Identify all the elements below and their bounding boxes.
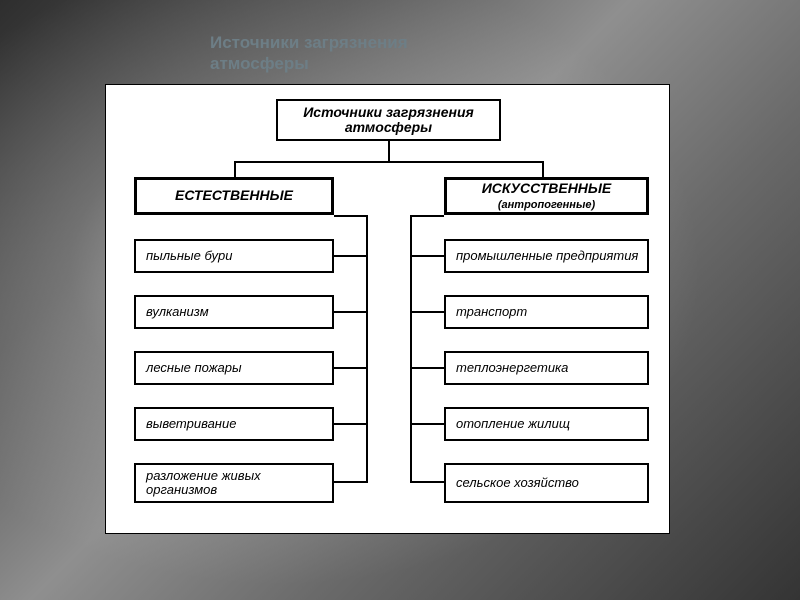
connector [410,255,444,257]
connector [334,481,368,483]
connector [334,423,368,425]
leaf-artificial-2: транспорт [444,295,649,329]
connector [410,215,444,217]
root-node: Источники загрязнения атмосферы [276,99,501,141]
slide-title: Источники загрязнения атмосферы [210,32,490,75]
connector [388,141,390,161]
leaf-natural-4: выветривание [134,407,334,441]
leaf-natural-2: вулканизм [134,295,334,329]
leaf-natural-1: пыльные бури [134,239,334,273]
connector [410,367,444,369]
connector [542,161,544,177]
leaf-artificial-3: теплоэнергетика [444,351,649,385]
connector [334,311,368,313]
connector [334,255,368,257]
category-natural-label: ЕСТЕСТВЕННЫЕ [175,188,293,203]
leaf-artificial-5: сельское хозяйство [444,463,649,503]
connector [234,161,236,177]
connector [334,215,368,217]
connector [410,423,444,425]
category-artificial-label: ИСКУССТВЕННЫЕ [482,180,612,196]
category-natural: ЕСТЕСТВЕННЫЕ [134,177,334,215]
leaf-artificial-4: отопление жилищ [444,407,649,441]
category-artificial: ИСКУССТВЕННЫЕ (антропогенные) [444,177,649,215]
leaf-natural-5: разложение живых организмов [134,463,334,503]
category-artificial-sublabel: (антропогенные) [498,199,595,211]
leaf-artificial-1: промышленные предприятия [444,239,649,273]
connector [410,311,444,313]
connector [334,367,368,369]
diagram-panel: Источники загрязнения атмосферы ЕСТЕСТВЕ… [105,84,670,534]
connector [410,481,444,483]
leaf-natural-3: лесные пожары [134,351,334,385]
connector [234,161,544,163]
